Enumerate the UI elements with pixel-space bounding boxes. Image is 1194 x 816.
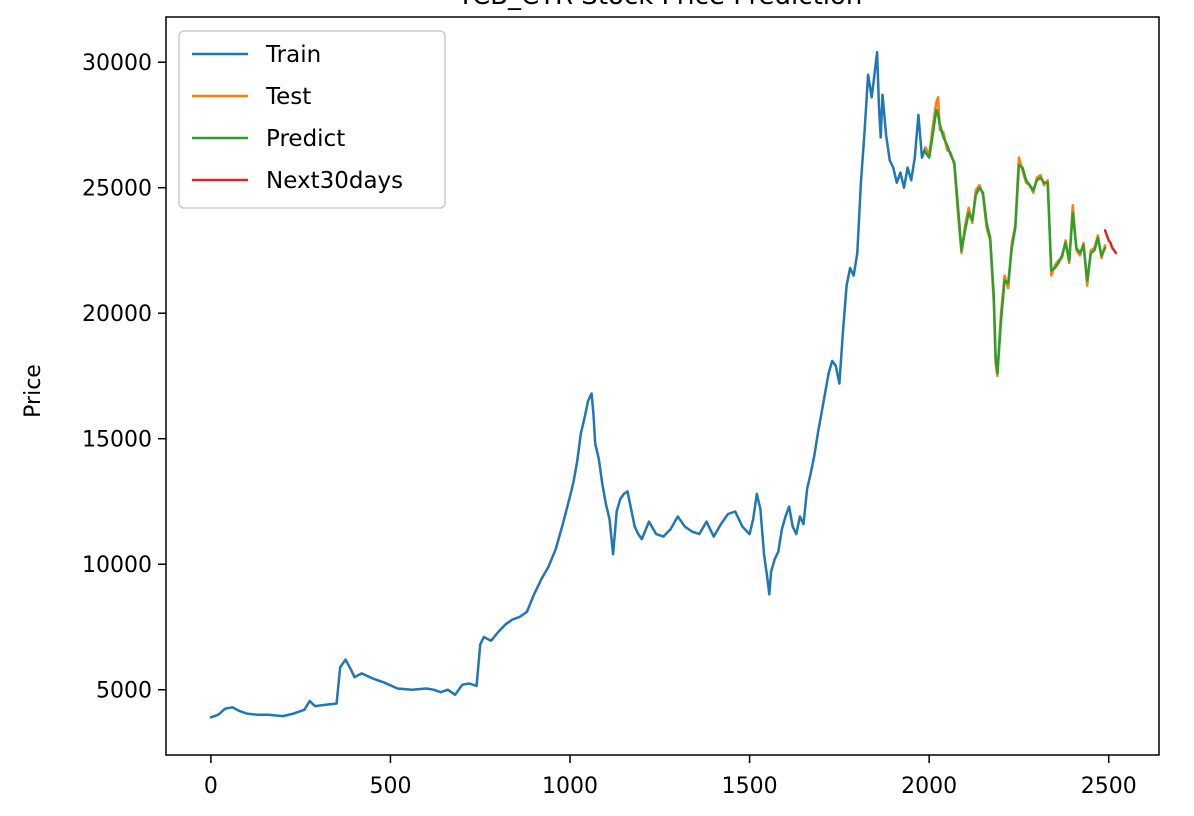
x-tick-label: 500 <box>369 774 411 799</box>
y-tick-label: 20000 <box>82 302 152 327</box>
series-line-next30days <box>1103 229 1118 255</box>
series-line-train <box>209 50 927 719</box>
x-tick-label: 1000 <box>542 774 598 799</box>
y-tick-label: 10000 <box>82 553 152 578</box>
y-tick-label: 15000 <box>82 428 152 453</box>
chart-title: TCB_CTR Stock Price Prediction <box>457 0 863 11</box>
x-tick-label: 1500 <box>722 774 778 799</box>
x-axis: 0 500 1000 1500 2000 2500 <box>204 755 1137 799</box>
y-tick-label: 25000 <box>82 177 152 202</box>
series-layer <box>209 50 1118 719</box>
legend-label-test: Test <box>265 84 311 110</box>
plot-frame <box>165 16 1160 756</box>
series-line-predict <box>924 108 1107 375</box>
x-tick-label: 0 <box>204 774 218 799</box>
series-line-test <box>924 96 1107 378</box>
x-tick-label: 2000 <box>901 774 957 799</box>
legend-label-predict: Predict <box>266 126 345 152</box>
x-tick-label: 2500 <box>1081 774 1137 799</box>
legend: Train Test Predict Next30days <box>178 30 446 209</box>
legend-box <box>178 30 446 209</box>
legend-label-train: Train <box>265 42 321 68</box>
legend-label-next30days: Next30days <box>266 168 403 194</box>
y-tick-label: 30000 <box>82 51 152 76</box>
y-axis-label: Price <box>21 364 46 418</box>
y-axis: 5000 10000 15000 20000 25000 30000 <box>82 51 166 704</box>
y-tick-label: 5000 <box>96 679 152 704</box>
